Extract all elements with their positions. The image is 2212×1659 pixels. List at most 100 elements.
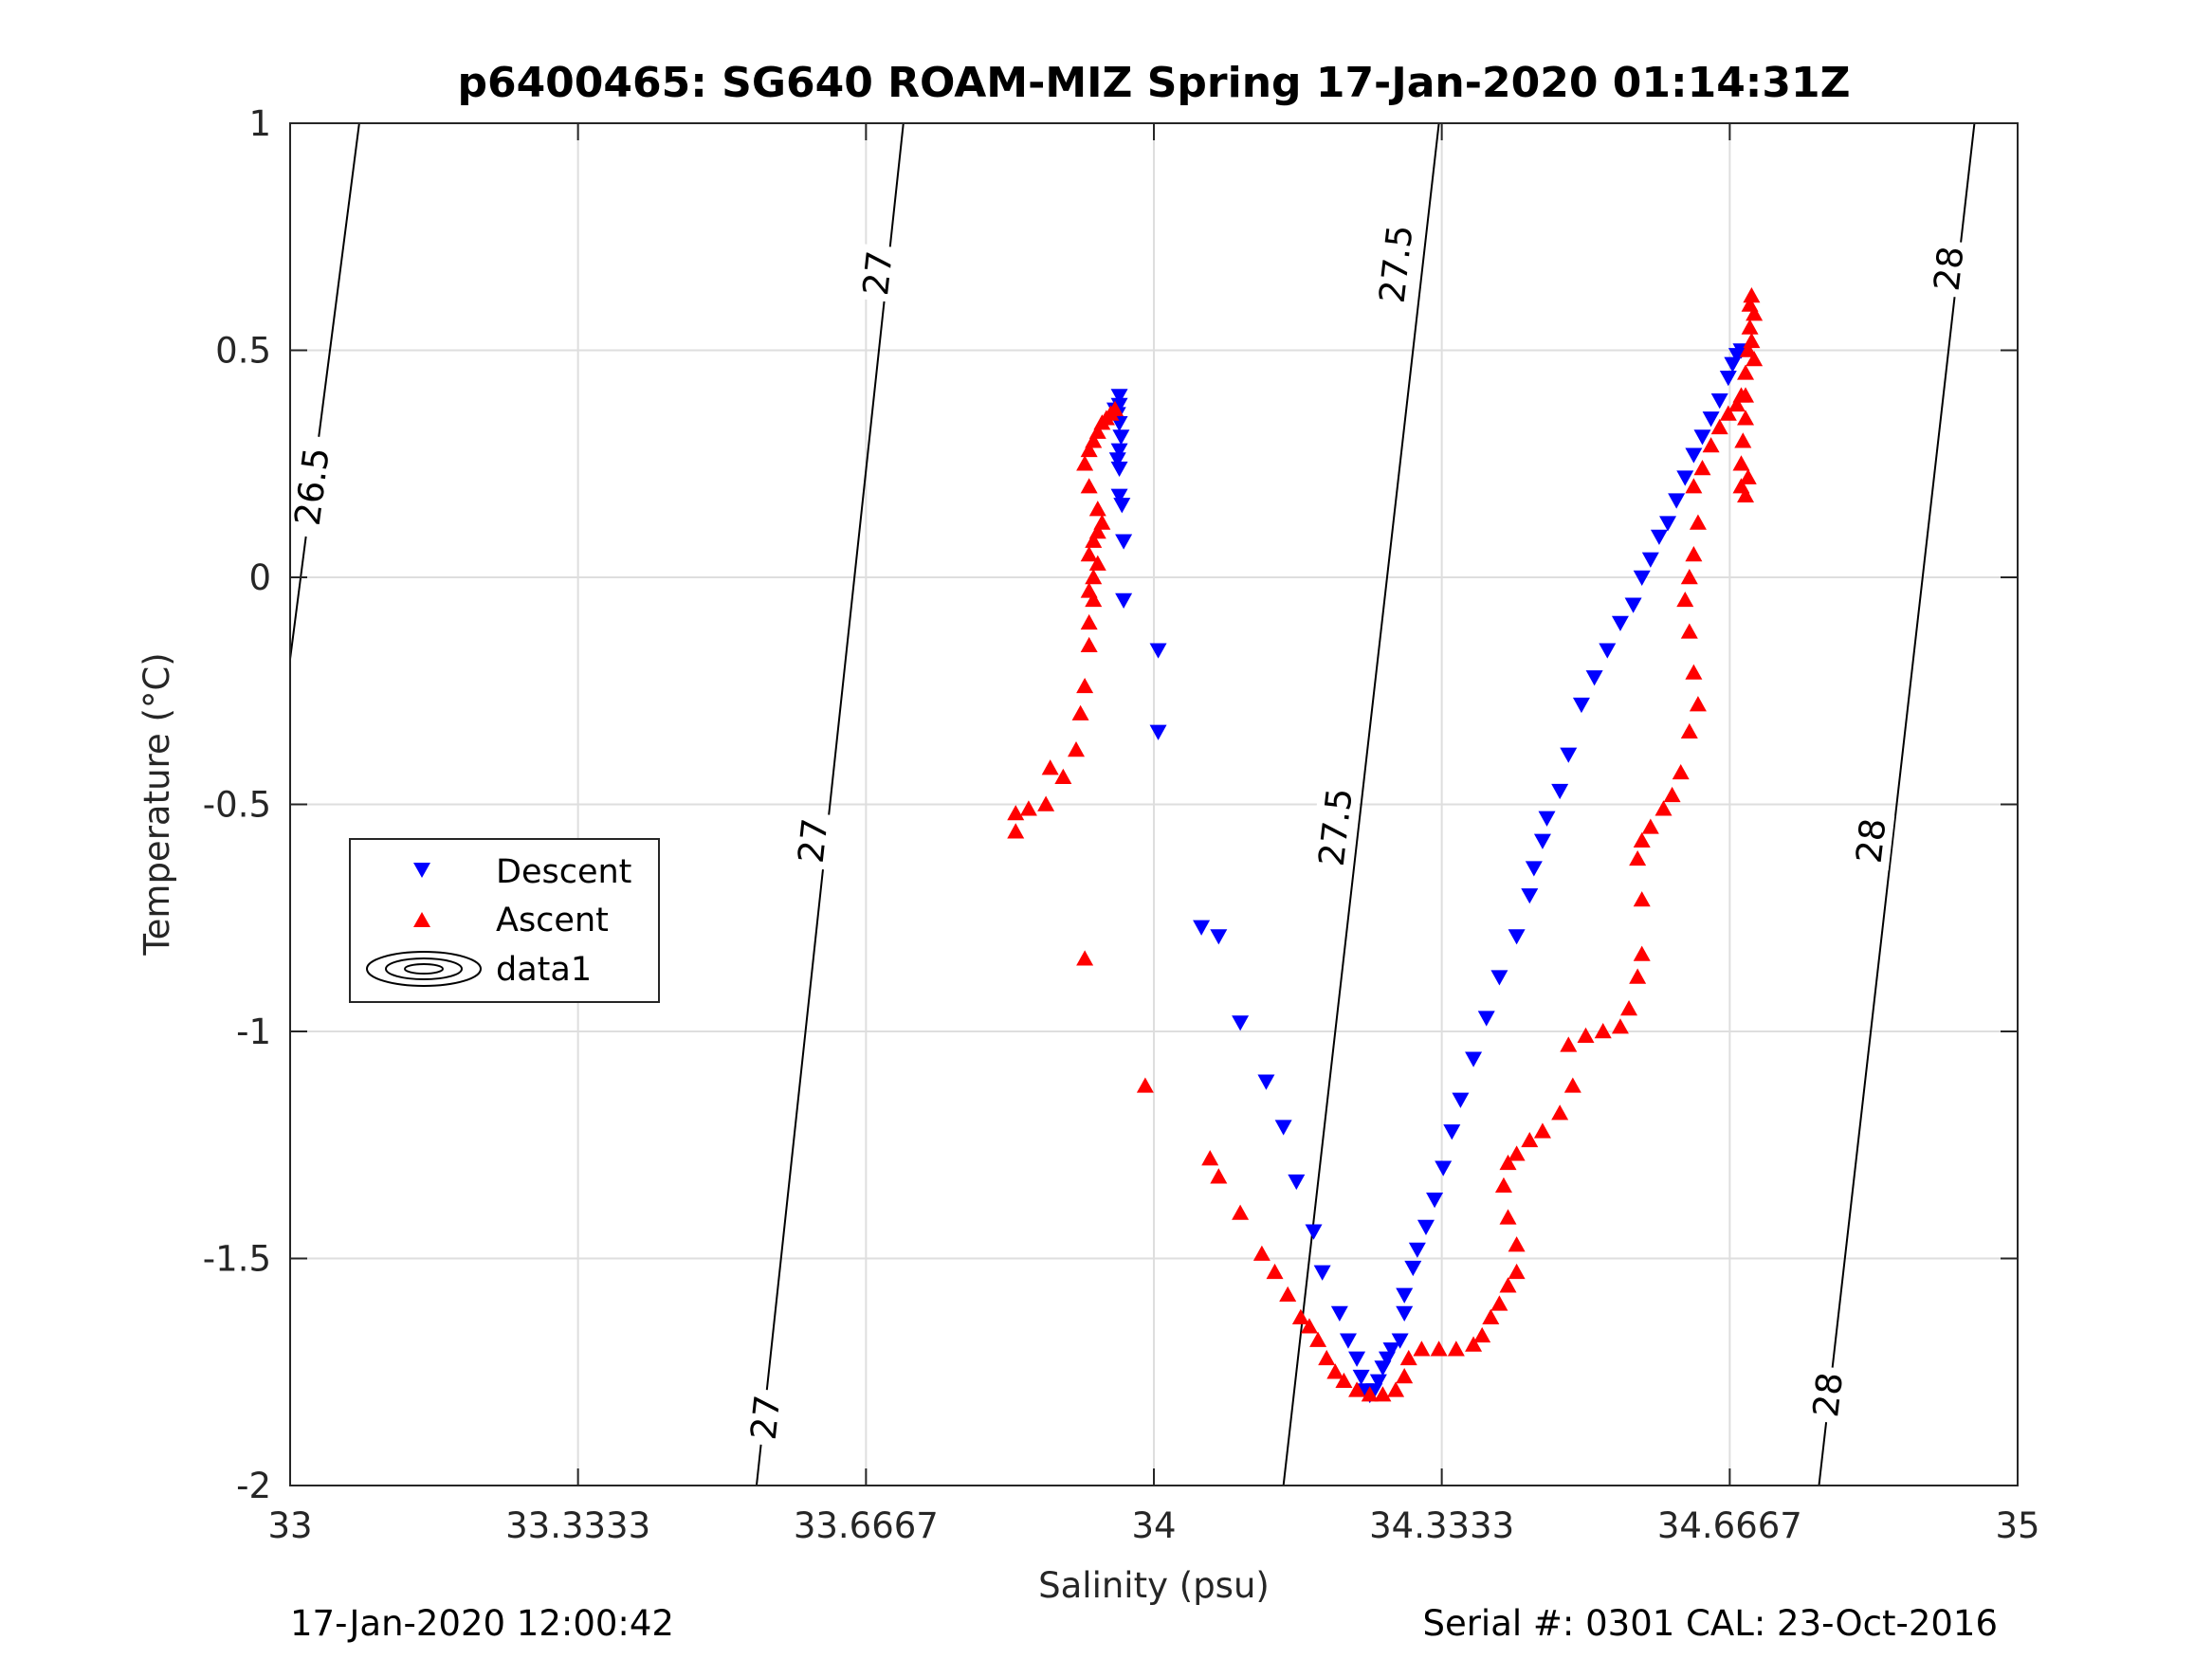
- ascent-point: [1746, 305, 1764, 321]
- x-tick-label: 34: [1131, 1505, 1176, 1546]
- chart-title: p6400465: SG640 ROAM-MIZ Spring 17-Jan-2…: [457, 59, 1850, 107]
- ascent-point: [1719, 405, 1737, 421]
- ascent-point: [1080, 546, 1098, 562]
- ascent-point: [1680, 569, 1698, 585]
- ascent-point: [1080, 441, 1098, 458]
- isopycnal-label-text: 27: [743, 1393, 789, 1441]
- descent-point: [1210, 929, 1228, 945]
- isopycnal-label: 27.5: [1308, 775, 1362, 880]
- ascent-point: [1689, 696, 1707, 712]
- descent-point: [1257, 1074, 1275, 1090]
- ascent-point: [1728, 395, 1746, 412]
- ascent-point: [1076, 455, 1094, 471]
- descent-point: [1624, 597, 1642, 613]
- descent-point: [1560, 747, 1578, 763]
- ascent-point: [1521, 1131, 1539, 1148]
- descent-point: [1641, 552, 1659, 568]
- ascent-point: [1633, 891, 1651, 907]
- ascent-point: [1300, 1318, 1318, 1334]
- descent-point: [1115, 592, 1133, 609]
- isopycnal-label-text: 27.5: [1372, 223, 1421, 305]
- ascent-point: [1693, 460, 1711, 476]
- legend-descent-marker: [413, 863, 430, 878]
- ascent-point: [1361, 1386, 1379, 1402]
- descent-point: [1408, 1242, 1426, 1258]
- y-tick-label: -1.5: [203, 1239, 271, 1280]
- x-tick-label: 33.3333: [505, 1505, 650, 1546]
- isopycnal-line: [1818, 122, 1976, 1486]
- isopycnal-line: [289, 122, 360, 660]
- descent-point: [1305, 1224, 1323, 1240]
- axis-ticks: [289, 122, 2019, 1486]
- y-tick-label: -0.5: [203, 785, 271, 826]
- ascent-point: [1737, 387, 1755, 403]
- descent-point: [1113, 498, 1131, 514]
- descent-point: [1339, 1333, 1357, 1349]
- series-descent: [1106, 343, 1750, 1404]
- legend-descent-label: Descent: [496, 853, 631, 891]
- ascent-point: [1076, 677, 1094, 694]
- density-contours: 26.5 27 27 27 27.5 27.5 28 28 28: [284, 122, 1976, 1486]
- ascent-point: [1685, 664, 1703, 680]
- descent-point: [1477, 1011, 1495, 1027]
- ascent-point: [1654, 800, 1673, 816]
- ascent-point: [1279, 1285, 1297, 1303]
- descent-point: [1633, 570, 1651, 586]
- ascent-point: [1106, 400, 1124, 416]
- isopycnal-label: 27.5: [1369, 211, 1422, 317]
- legend: Descent Ascent data1: [349, 838, 660, 1003]
- ascent-point: [1499, 1154, 1517, 1171]
- ascent-point: [1482, 1308, 1500, 1324]
- descent-point: [1108, 452, 1126, 468]
- y-tick-label: 0.5: [215, 331, 271, 372]
- isopycnal-line: [755, 122, 905, 1486]
- descent-point: [1330, 1305, 1348, 1322]
- y-tick-label: 1: [248, 103, 271, 144]
- ascent-point: [1746, 351, 1764, 367]
- x-tick-label: 33.6667: [794, 1505, 939, 1546]
- ascent-point: [1629, 968, 1647, 984]
- descent-point: [1676, 470, 1694, 486]
- ascent-point: [1088, 523, 1106, 539]
- ascent-point: [1633, 945, 1651, 961]
- descent-point: [1508, 929, 1526, 945]
- descent-point: [1650, 529, 1668, 545]
- ascent-point: [1007, 805, 1025, 821]
- ascent-point: [1232, 1204, 1250, 1220]
- ascent-point: [1685, 546, 1703, 562]
- ascent-point: [1080, 636, 1098, 653]
- legend-box: [349, 838, 660, 1003]
- isopycnal-label-mask: [1846, 811, 1895, 871]
- ascent-point: [1563, 1077, 1581, 1093]
- isopycnal-label-text: 28: [1927, 245, 1972, 294]
- legend-ascent-marker: [413, 912, 430, 927]
- descent-point: [1465, 1051, 1483, 1067]
- isopycnal-label: 28: [1924, 238, 1973, 299]
- ascent-point: [1309, 1331, 1327, 1347]
- ascent-point: [1710, 418, 1728, 435]
- descent-point: [1452, 1092, 1470, 1108]
- ascent-point: [1702, 437, 1720, 453]
- x-tick-label: 34.3333: [1369, 1505, 1514, 1546]
- isopycnal-label: 26.5: [284, 433, 339, 539]
- descent-point: [1521, 888, 1539, 904]
- isopycnal-label: 28: [1846, 811, 1895, 871]
- isopycnal-label-mask: [284, 433, 339, 539]
- ascent-point: [1663, 786, 1681, 803]
- ascent-point: [1629, 849, 1647, 866]
- ascent-point: [1620, 1000, 1638, 1016]
- ascent-point: [1499, 1209, 1517, 1225]
- footer-serial-cal: Serial #: 0301 CAL: 23-Oct-2016: [1422, 1603, 1998, 1644]
- isopycnal-label-mask: [789, 811, 837, 871]
- ascent-point: [1088, 555, 1106, 571]
- ascent-point: [1080, 582, 1098, 598]
- isopycnal-label-text: 27.5: [1311, 786, 1361, 868]
- x-tick-label: 33: [267, 1505, 312, 1546]
- ascent-point: [1085, 591, 1103, 608]
- ascent-point: [1741, 319, 1759, 335]
- ascent-point: [1396, 1368, 1414, 1384]
- ascent-point: [1085, 432, 1103, 448]
- ascent-point: [1508, 1145, 1526, 1161]
- ascent-point: [1739, 468, 1757, 484]
- descent-point: [1693, 429, 1711, 446]
